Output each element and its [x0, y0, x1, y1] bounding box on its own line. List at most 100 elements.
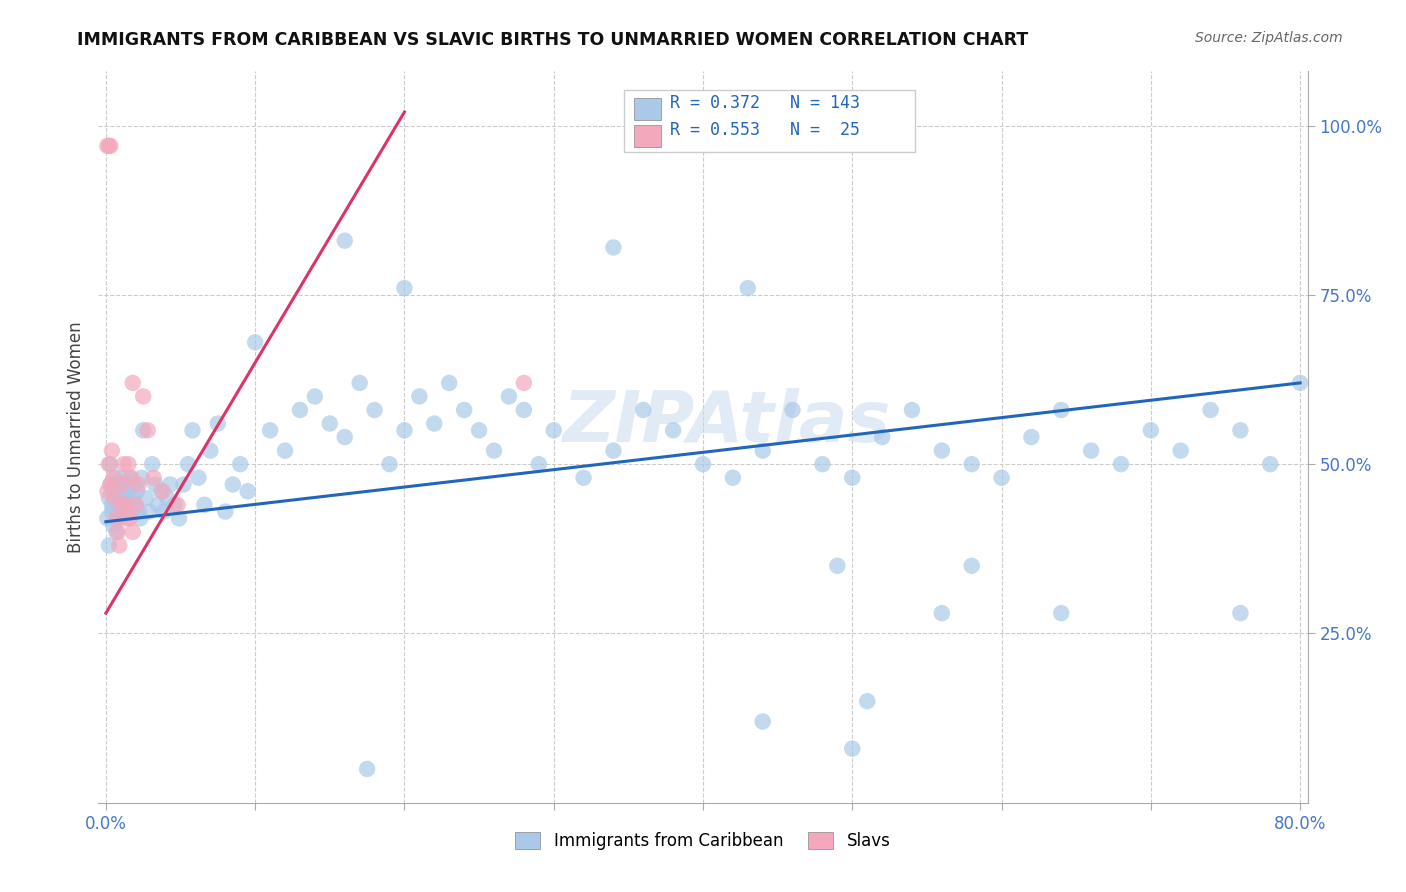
Point: [105, 505, 128, 519]
Y-axis label: Births to Unmarried Women: Births to Unmarried Women: [66, 321, 84, 553]
Point: [104, 491, 127, 505]
Point: [129, 511, 152, 525]
Point: [136, 423, 159, 437]
Point: [841, 471, 863, 485]
Point: [167, 511, 190, 525]
Point: [181, 423, 204, 437]
Point: [111, 471, 134, 485]
Point: [128, 477, 150, 491]
Point: [98, 477, 121, 491]
Point: [602, 443, 624, 458]
Point: [159, 477, 181, 491]
Point: [572, 471, 595, 485]
Point: [115, 511, 138, 525]
Point: [111, 498, 134, 512]
Point: [349, 376, 371, 390]
Point: [110, 498, 132, 512]
Point: [319, 417, 342, 431]
Point: [1258, 457, 1281, 471]
Point: [141, 457, 163, 471]
Point: [1229, 606, 1251, 620]
Point: [143, 477, 166, 491]
Point: [98, 457, 121, 471]
Point: [811, 457, 834, 471]
Point: [259, 423, 281, 437]
Point: [121, 491, 143, 505]
Point: [602, 240, 624, 254]
Point: [111, 477, 134, 491]
Point: [721, 471, 744, 485]
Point: [98, 139, 121, 153]
Point: [827, 558, 849, 573]
Point: [112, 484, 135, 499]
Point: [751, 714, 773, 729]
Point: [117, 498, 139, 512]
Point: [274, 443, 297, 458]
Point: [97, 139, 120, 153]
Point: [1080, 443, 1102, 458]
Point: [96, 484, 118, 499]
Point: [207, 417, 229, 431]
Point: [108, 511, 131, 525]
Point: [138, 505, 160, 519]
Point: [121, 376, 143, 390]
Point: [114, 498, 136, 512]
Point: [105, 524, 128, 539]
Point: [118, 471, 141, 485]
Point: [101, 498, 124, 512]
Point: [356, 762, 378, 776]
Point: [103, 518, 125, 533]
Point: [1021, 430, 1043, 444]
Point: [146, 498, 169, 512]
Point: [128, 505, 150, 519]
Point: [163, 498, 186, 512]
Point: [152, 484, 174, 499]
Point: [101, 443, 124, 458]
Point: [737, 281, 759, 295]
Point: [931, 606, 953, 620]
Point: [288, 403, 311, 417]
Point: [120, 505, 142, 519]
Point: [870, 430, 893, 444]
Point: [117, 484, 139, 499]
Point: [1050, 403, 1073, 417]
Point: [173, 477, 195, 491]
Legend: Immigrants from Caribbean, Slavs: Immigrants from Caribbean, Slavs: [509, 825, 897, 856]
Point: [103, 471, 125, 485]
Point: [990, 471, 1012, 485]
Point: [931, 443, 953, 458]
FancyBboxPatch shape: [624, 90, 915, 152]
Point: [177, 457, 200, 471]
Point: [1199, 403, 1222, 417]
Point: [333, 430, 356, 444]
Point: [841, 741, 863, 756]
Point: [156, 491, 179, 505]
FancyBboxPatch shape: [634, 98, 661, 120]
Point: [751, 443, 773, 458]
Point: [112, 505, 135, 519]
Point: [662, 423, 685, 437]
Text: ZIPAtlas: ZIPAtlas: [562, 388, 891, 457]
Point: [105, 511, 128, 525]
Point: [527, 457, 550, 471]
Point: [103, 484, 125, 499]
Point: [96, 139, 118, 153]
Point: [97, 538, 120, 552]
Point: [187, 471, 209, 485]
Point: [498, 389, 520, 403]
Point: [394, 281, 416, 295]
FancyBboxPatch shape: [634, 125, 661, 146]
Point: [960, 457, 983, 471]
Point: [112, 457, 135, 471]
Point: [513, 376, 536, 390]
Point: [122, 477, 145, 491]
Point: [153, 505, 176, 519]
Point: [120, 471, 142, 485]
Point: [107, 498, 129, 512]
Point: [150, 484, 173, 499]
Point: [104, 491, 127, 505]
Point: [97, 457, 120, 471]
Point: [782, 403, 804, 417]
Point: [1109, 457, 1132, 471]
Point: [243, 335, 266, 350]
